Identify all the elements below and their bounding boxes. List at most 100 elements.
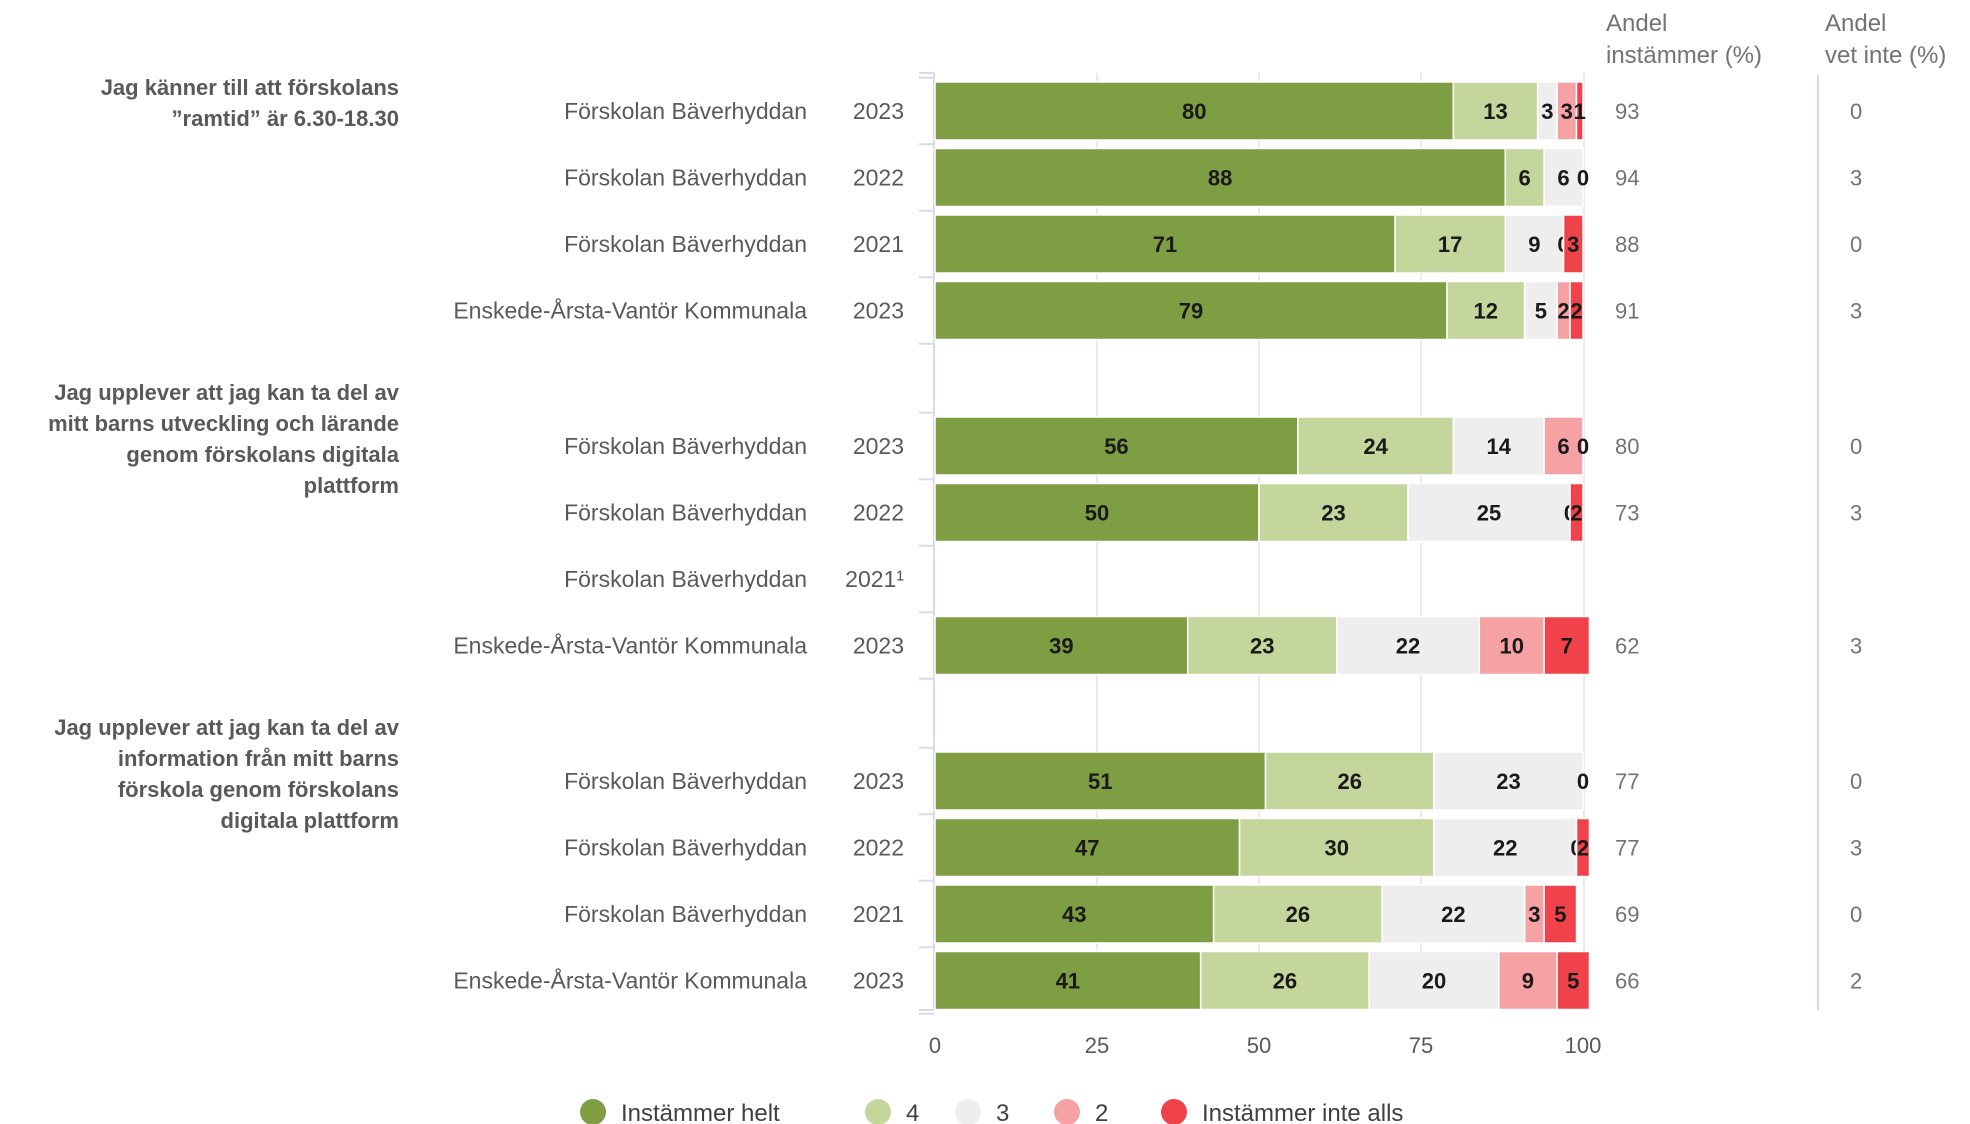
bar-segment-instämmer-helt	[934, 482, 1260, 543]
data-label: 23	[1321, 501, 1345, 526]
row-year-label: 2023	[853, 298, 904, 324]
legend-swatch-4	[865, 1099, 891, 1124]
agree-header-line-2: instämmer (%)	[1606, 42, 1762, 69]
dontknow-percent: 3	[1850, 836, 1862, 861]
row-name-label: Förskolan Bäverhyddan	[564, 433, 807, 459]
percent-columns: 93 0 94 3 88 0 91 3 80 0 73 3 62 3 77 0 77 3 69 0 66 2	[1615, 99, 1862, 994]
dontknow-percent: 3	[1850, 634, 1862, 659]
row-year-label: 2023	[853, 768, 904, 794]
data-label: 22	[1441, 902, 1465, 927]
data-label: 10	[1499, 634, 1523, 659]
dontknow-header-line-2: vet inte (%)	[1825, 42, 1946, 69]
question-label-3: digitala plattform	[221, 808, 399, 833]
row-year-label: 2023	[853, 968, 904, 994]
row-name-label: Förskolan Bäverhyddan	[564, 500, 807, 526]
bar-segment-3	[1523, 280, 1558, 341]
data-label: 14	[1487, 434, 1512, 459]
data-label: 71	[1153, 232, 1177, 257]
agree-percent: 93	[1615, 99, 1639, 124]
data-label: 22	[1493, 836, 1517, 861]
data-label: 1	[1574, 99, 1586, 124]
bar-segment-instämmer-helt	[934, 147, 1506, 208]
question-label-1: ”ramtid” är 6.30-18.30	[172, 106, 399, 131]
bar-segment-4	[1264, 751, 1435, 811]
row-year-label: 2022	[853, 165, 904, 191]
data-label: 26	[1273, 969, 1297, 994]
legend-label: Instämmer inte alls	[1202, 1100, 1403, 1124]
x-tick-label-0: 0	[929, 1033, 941, 1058]
data-label: 22	[1396, 634, 1420, 659]
dontknow-header-line-1: Andel	[1825, 10, 1886, 37]
dontknow-percent: 3	[1850, 299, 1862, 324]
data-label: 7	[1561, 634, 1573, 659]
data-label: 2	[1570, 501, 1582, 526]
data-label: 6	[1519, 166, 1531, 191]
row-year-label: 2021¹	[845, 566, 904, 592]
data-label: 24	[1363, 434, 1388, 459]
row-year-label: 2021	[853, 231, 904, 257]
agree-percent: 62	[1615, 634, 1639, 659]
question-label-2: genom förskolans digitala	[126, 442, 399, 467]
question-label-2: plattform	[304, 473, 399, 498]
agree-percent: 73	[1615, 501, 1639, 526]
bar-segment-instämmer-helt	[934, 751, 1267, 811]
bar-segment-2	[1543, 416, 1584, 476]
data-label: 12	[1474, 299, 1498, 324]
data-label: 41	[1056, 969, 1080, 994]
data-label: 9	[1522, 969, 1534, 994]
row-year-label: 2023	[853, 633, 904, 659]
legend-swatch-instämmer-helt	[580, 1099, 606, 1124]
bar-segment-4	[1504, 147, 1545, 208]
bar-segment-3	[1381, 884, 1526, 944]
data-label: 47	[1075, 836, 1099, 861]
bar-segment-instämmer-inte-alls	[1543, 615, 1591, 676]
row-year-label: 2021	[853, 901, 904, 927]
question-label-1: Jag känner till att förskolans	[101, 75, 399, 100]
bar-segment-4	[1199, 950, 1370, 1011]
bar-segment-4	[1446, 280, 1526, 341]
legend-swatch-instämmer-inte-alls	[1161, 1099, 1187, 1124]
bar-segment-instämmer-helt	[934, 416, 1299, 476]
row-name-label: Förskolan Bäverhyddan	[564, 768, 807, 794]
question-label-3: förskola genom förskolans	[118, 777, 399, 802]
data-label: 26	[1286, 902, 1310, 927]
legend-label: 3	[996, 1100, 1009, 1124]
dontknow-percent: 0	[1850, 434, 1862, 459]
bar-segment-4	[1297, 416, 1455, 476]
bar-segment-3	[1433, 751, 1584, 811]
row-name-label: Förskolan Bäverhyddan	[564, 901, 807, 927]
bar-segment-instämmer-helt	[934, 884, 1215, 944]
legend-label: 2	[1095, 1100, 1108, 1124]
bar-segment-instämmer-inte-alls	[1543, 884, 1578, 944]
legend-label: 4	[906, 1100, 919, 1124]
bar-segment-4	[1258, 482, 1409, 543]
dontknow-percent: 0	[1850, 99, 1862, 124]
bar-segment-instämmer-inte-alls	[1562, 214, 1584, 274]
data-label: 9	[1528, 232, 1540, 257]
legend-label: Instämmer helt	[621, 1100, 780, 1124]
dontknow-percent: 0	[1850, 232, 1862, 257]
row-name-label: Förskolan Bäverhyddan	[564, 835, 807, 861]
row-name-label: Enskede-Årsta-Vantör Kommunala	[453, 967, 807, 994]
data-label: 3	[1541, 99, 1553, 124]
data-label: 3	[1528, 902, 1540, 927]
data-label: 3	[1567, 232, 1579, 257]
data-label: 39	[1049, 634, 1073, 659]
bar-segment-instämmer-inte-alls	[1575, 81, 1584, 141]
agree-percent: 80	[1615, 434, 1639, 459]
bars: 8013331886607117903791252256241460502325…	[934, 81, 1591, 1011]
dontknow-percent: 3	[1850, 501, 1862, 526]
data-label: 6	[1557, 434, 1569, 459]
data-label: 5	[1535, 299, 1547, 324]
dontknow-percent: 3	[1850, 166, 1862, 191]
data-label: 23	[1496, 769, 1520, 794]
data-label: 80	[1182, 99, 1206, 124]
bar-segment-instämmer-helt	[934, 214, 1396, 274]
bar-segment-instämmer-inte-alls	[1569, 280, 1584, 341]
data-label: 20	[1422, 969, 1446, 994]
legend-swatch-2	[1054, 1099, 1080, 1124]
question-label-3: information från mitt barns	[118, 746, 399, 771]
x-axis: 0 25 50 75 100	[929, 1033, 1601, 1058]
x-tick-label-100: 100	[1565, 1033, 1602, 1058]
